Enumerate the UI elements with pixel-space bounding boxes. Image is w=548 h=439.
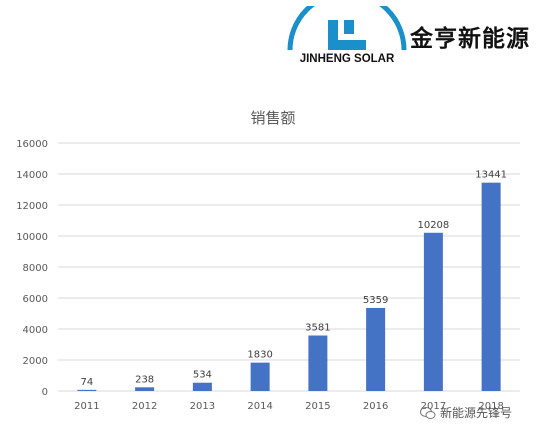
y-tick-label: 12000 — [16, 201, 48, 212]
data-label-2017: 10208 — [417, 220, 449, 231]
jinheng-logo: JINHENG SOLAR — [287, 6, 407, 65]
data-label-2012: 238 — [135, 374, 154, 385]
watermark-text: 新能源先锋号 — [440, 406, 513, 420]
logo-sun-arc-icon — [287, 6, 407, 51]
x-tick-label: 2015 — [305, 401, 330, 412]
x-tick-label: 2013 — [190, 401, 215, 412]
bar-2018 — [481, 182, 501, 391]
bar-2017 — [423, 232, 443, 391]
x-tick-label: 2018 — [478, 401, 503, 412]
bars — [77, 182, 501, 391]
watermark: 新能源先锋号 — [420, 404, 512, 421]
bar-2012 — [135, 387, 155, 391]
y-tick-label: 0 — [42, 387, 48, 398]
chart-title: 销售额 — [250, 109, 295, 127]
x-tick-label: 2017 — [421, 401, 446, 412]
wechat-icon — [420, 406, 436, 419]
data-labels: 74 238 534 1830 3581 5359 10208 13441 — [81, 170, 508, 388]
y-tick-label: 16000 — [16, 139, 48, 150]
y-tick-label: 14000 — [16, 170, 48, 181]
y-axis-ticks: 0 2000 4000 6000 8000 10000 12000 14000 16000 — [16, 139, 48, 398]
logo-text: JINHENG SOLAR — [300, 53, 395, 65]
data-label-2011: 74 — [81, 377, 94, 388]
y-tick-label: 6000 — [23, 294, 48, 305]
bar-2013 — [192, 382, 212, 391]
y-tick-label: 10000 — [16, 232, 48, 243]
x-tick-label: 2011 — [74, 401, 99, 412]
bar-2016 — [366, 307, 386, 391]
y-tick-label: 2000 — [23, 356, 48, 367]
gridlines — [58, 142, 520, 392]
bar-2015 — [308, 335, 328, 391]
y-tick-label: 4000 — [23, 325, 48, 336]
bar-2014 — [250, 362, 270, 391]
y-tick-label: 8000 — [23, 263, 48, 274]
x-tick-label: 2014 — [247, 401, 272, 412]
data-label-2014: 1830 — [247, 350, 272, 361]
x-tick-label: 2016 — [363, 401, 388, 412]
data-label-2015: 3581 — [305, 322, 330, 333]
x-tick-label: 2012 — [132, 401, 157, 412]
brand-name-cn: 金亨新能源 — [410, 26, 530, 52]
data-label-2016: 5359 — [363, 295, 388, 306]
data-label-2018: 13441 — [475, 170, 507, 181]
x-axis-ticks: 2011 2012 2013 2014 2015 2016 2017 2018 — [74, 401, 504, 412]
data-label-2013: 534 — [193, 370, 212, 381]
bar-2011 — [77, 389, 97, 391]
